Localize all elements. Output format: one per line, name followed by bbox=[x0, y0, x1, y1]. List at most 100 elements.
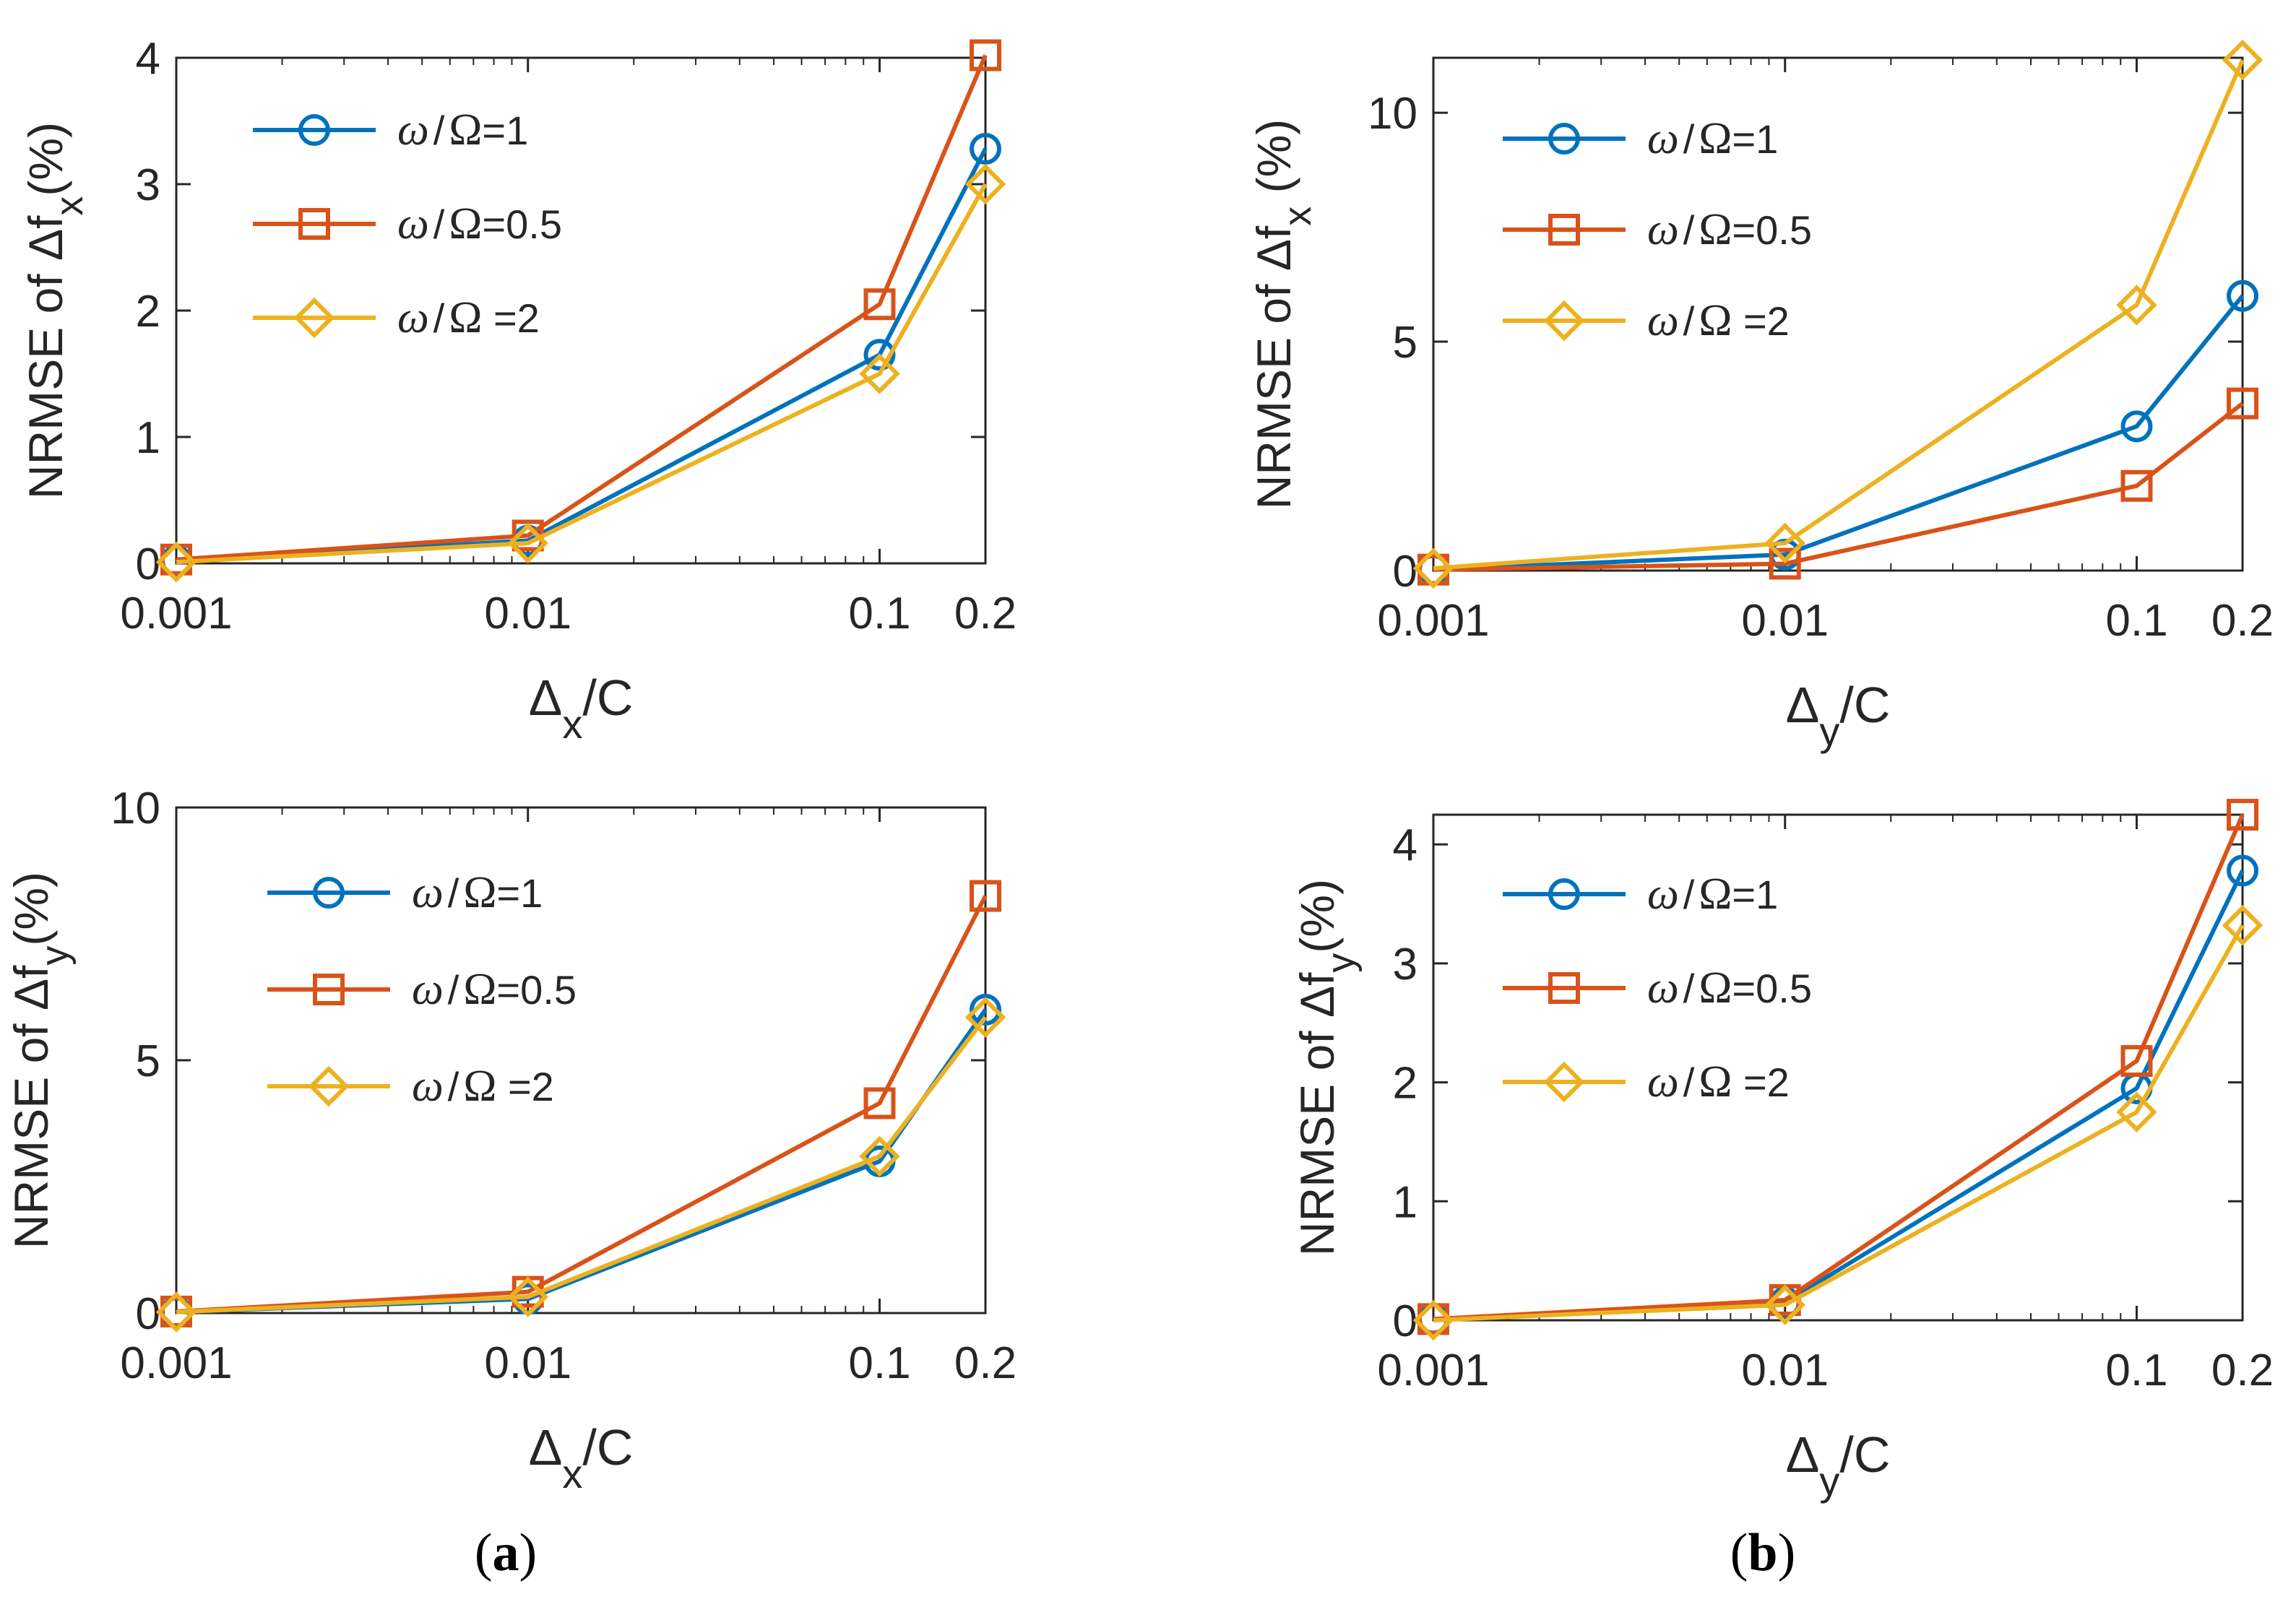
y-axis-label-tail: (%) bbox=[19, 122, 72, 196]
series-circle bbox=[160, 133, 1001, 577]
series-line bbox=[1433, 59, 2245, 571]
data-point-circle bbox=[2227, 854, 2258, 887]
legend-capital-omega: Ω bbox=[1699, 1057, 1732, 1106]
series-square bbox=[1417, 387, 2258, 586]
legend-slash: / bbox=[448, 1064, 459, 1109]
legend-value: =2 bbox=[1732, 1060, 1789, 1105]
x-axis-label-subscript: y bbox=[1819, 1458, 1839, 1504]
data-point-diamond bbox=[1412, 1299, 1454, 1341]
legend-circle-icon bbox=[1548, 878, 1580, 910]
legend-slash: / bbox=[433, 295, 445, 341]
y-tick-label: 2 bbox=[136, 287, 160, 337]
data-point-square bbox=[970, 39, 1001, 72]
x-tick-label: 0.001 bbox=[120, 1338, 232, 1388]
data-point-square bbox=[863, 1087, 896, 1119]
data-point-diamond bbox=[859, 1135, 900, 1177]
x-axis-label-tail: /C bbox=[1839, 1426, 1890, 1483]
legend-capital-omega: Ω bbox=[1699, 114, 1732, 163]
data-point-diamond bbox=[2116, 1091, 2157, 1133]
x-axis-label-main: Δ bbox=[529, 1419, 563, 1476]
series-diamond bbox=[1412, 904, 2263, 1341]
legend-value: =1 bbox=[482, 108, 528, 153]
y-axis-label-subscript: x bbox=[1276, 207, 1319, 226]
caption-a-open: ( bbox=[474, 1523, 493, 1582]
legend-entry: ω/Ω =2 bbox=[1647, 1057, 1790, 1106]
x-tick-label: 0.01 bbox=[484, 1338, 571, 1388]
series-line bbox=[1433, 402, 2244, 572]
plot-frame bbox=[1432, 813, 2244, 1322]
legend-capital-omega: Ω bbox=[1699, 205, 1732, 254]
data-point-circle bbox=[970, 994, 1001, 1026]
series-line bbox=[176, 183, 988, 565]
legend-circle-icon bbox=[1548, 123, 1580, 155]
legend-omega: ω bbox=[1647, 1057, 1679, 1106]
x-tick-label: 0.1 bbox=[848, 1338, 910, 1388]
legend-omega: ω bbox=[397, 199, 429, 248]
legend-slash: / bbox=[1683, 872, 1695, 917]
data-point-diamond bbox=[155, 542, 197, 583]
series-line bbox=[1433, 870, 2245, 1322]
data-point-circle bbox=[2120, 410, 2153, 443]
y-tick-label: 5 bbox=[1393, 318, 1417, 368]
x-axis-label-tail: /C bbox=[1839, 677, 1890, 733]
legend-capital-omega: Ω bbox=[1699, 296, 1732, 345]
plot-frame bbox=[1432, 56, 2244, 572]
legend-capital-omega: Ω bbox=[463, 868, 496, 917]
y-axis-label-tail: (%) bbox=[4, 872, 58, 946]
x-axis-label-tail: /C bbox=[582, 1419, 633, 1476]
y-axis-label-subscript: y bbox=[1319, 953, 1363, 973]
data-point-circle bbox=[2227, 280, 2258, 312]
y-axis-label-main: NRMSE of Δf bbox=[1247, 225, 1300, 509]
chart-panel-b-top: 0.001 0.01 0.1 0.2 0 5 10 Δy/C NRMSE of Δfx (%) ω… bbox=[1247, 39, 2274, 754]
series-line bbox=[176, 54, 988, 562]
legend-entry: ω/Ω =2 bbox=[412, 1062, 554, 1111]
y-tick-label: 4 bbox=[136, 34, 160, 84]
y-tick-label: 2 bbox=[1393, 1059, 1417, 1109]
legend-value: =2 bbox=[482, 295, 539, 341]
x-tick-label: 0.1 bbox=[2105, 596, 2167, 646]
y-axis-label-main: NRMSE of Δf bbox=[1290, 972, 1344, 1256]
x-axis-label-main: Δ bbox=[1786, 677, 1820, 733]
legend: ω/Ω=1ω/Ω=0.5ω/Ω =2 bbox=[1503, 114, 1812, 345]
data-point-square bbox=[863, 288, 896, 321]
legend-capital-omega: Ω bbox=[463, 965, 496, 1014]
y-tick-label: 0 bbox=[136, 540, 160, 589]
legend: ω/Ω=1ω/Ω=0.5ω/Ω =2 bbox=[1503, 870, 1812, 1106]
series-line bbox=[1433, 294, 2245, 572]
legend-circle-icon bbox=[313, 877, 345, 909]
legend-entry: ω/Ω=0.5 bbox=[412, 965, 577, 1014]
x-axis-label-subscript: x bbox=[562, 1451, 582, 1496]
x-tick-label: 0.001 bbox=[120, 589, 232, 638]
legend-capital-omega: Ω bbox=[1699, 870, 1732, 919]
y-axis-label: NRMSE of Δfy(%) bbox=[4, 872, 77, 1249]
data-point-diamond bbox=[1764, 522, 1805, 564]
data-point-square bbox=[970, 880, 1001, 912]
legend-omega: ω bbox=[1647, 963, 1679, 1013]
data-point-diamond bbox=[2116, 285, 2157, 326]
data-point-diamond bbox=[2222, 904, 2263, 946]
y-tick-label: 0 bbox=[1393, 547, 1417, 597]
legend-value: =0.5 bbox=[1732, 207, 1812, 253]
legend-slash: / bbox=[448, 967, 459, 1013]
data-point-diamond bbox=[507, 522, 548, 564]
series-diamond bbox=[155, 163, 1006, 583]
x-tick-label: 0.2 bbox=[954, 589, 1017, 638]
legend-diamond-icon bbox=[1543, 1061, 1585, 1103]
data-point-square bbox=[2120, 469, 2153, 502]
series-square bbox=[160, 39, 1001, 576]
y-tick-label: 0 bbox=[1393, 1296, 1417, 1346]
x-tick-label: 0.001 bbox=[1377, 1346, 1489, 1395]
series-circle bbox=[1417, 280, 2258, 586]
x-axis-label-subscript: y bbox=[1819, 709, 1839, 754]
y-tick-label: 0 bbox=[136, 1289, 160, 1339]
data-point-diamond bbox=[964, 163, 1006, 205]
series-diamond bbox=[155, 997, 1006, 1333]
x-axis-label-subscript: x bbox=[562, 701, 582, 747]
x-tick-label: 0.01 bbox=[484, 589, 571, 638]
y-tick-label: 1 bbox=[136, 413, 160, 463]
legend-omega: ω bbox=[1647, 205, 1679, 254]
y-axis-label-subscript: x bbox=[48, 196, 91, 216]
